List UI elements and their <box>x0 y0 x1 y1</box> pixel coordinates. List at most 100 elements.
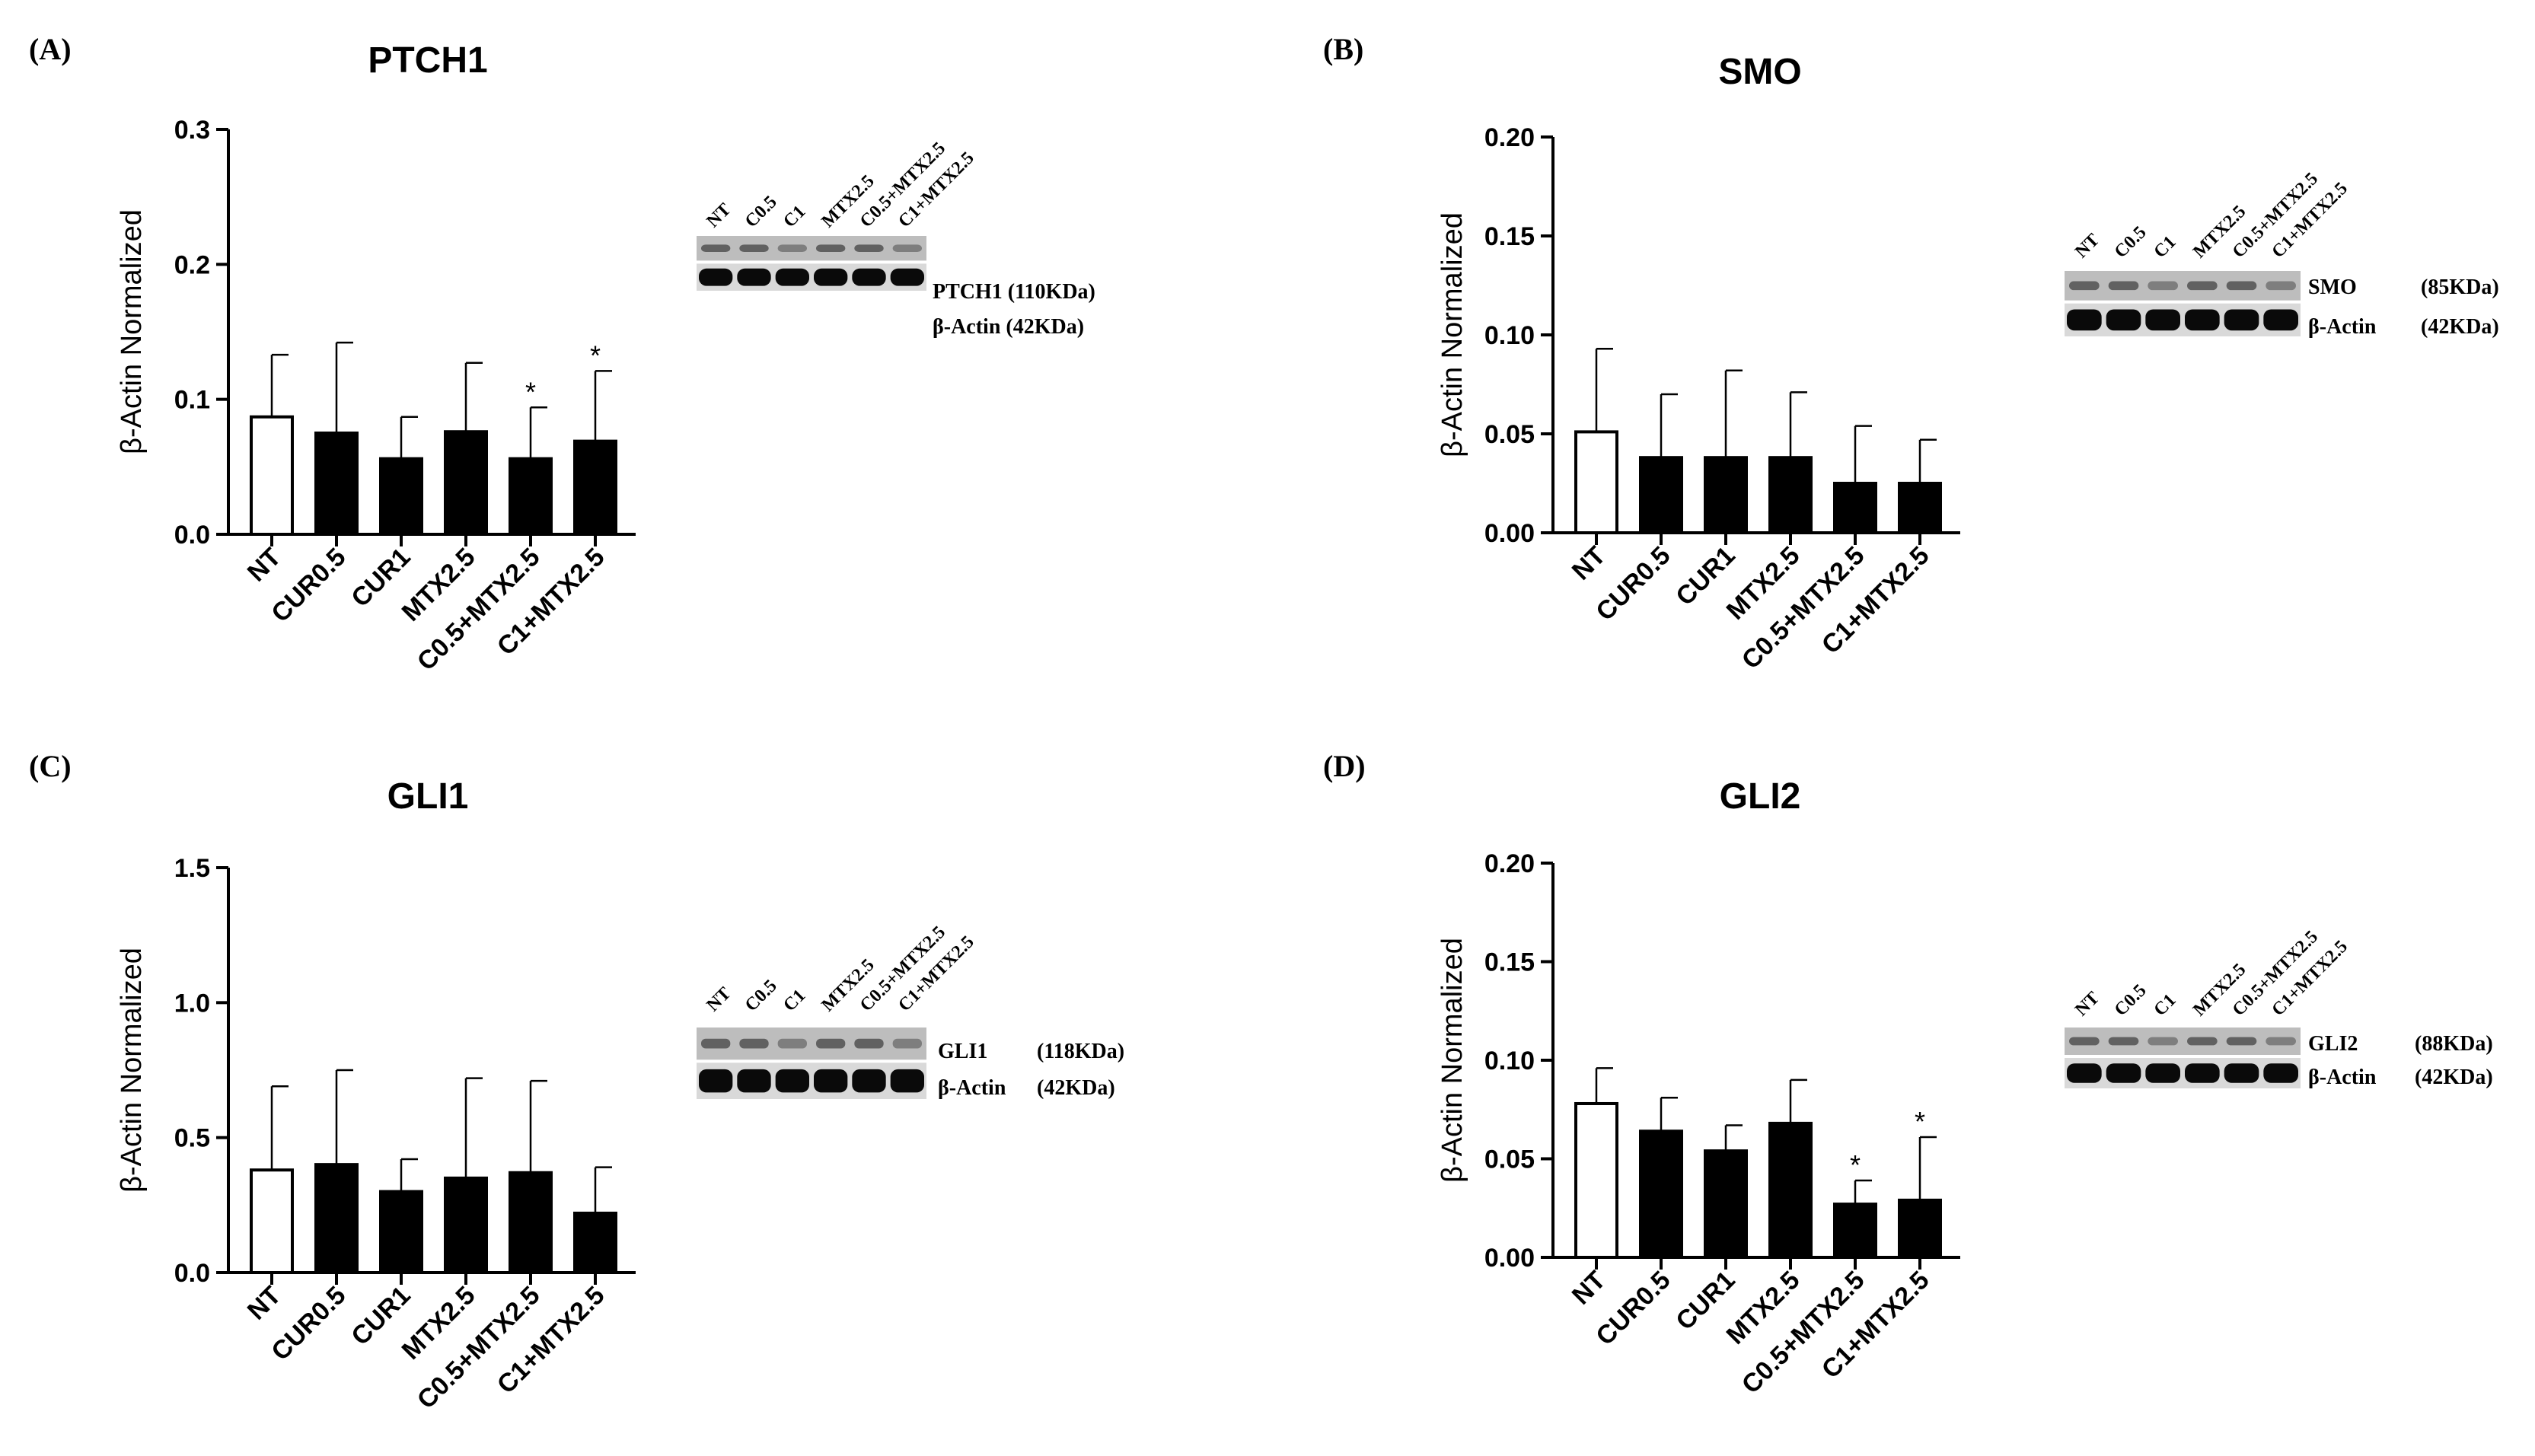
panel-letter: (A) <box>29 32 72 66</box>
y-tick-label: 0.20 <box>1484 123 1535 152</box>
bar <box>1898 482 1942 534</box>
blot-loading-band <box>699 268 733 286</box>
bar <box>314 432 359 536</box>
bar <box>1574 430 1618 535</box>
y-tick-label: 0.00 <box>1484 1244 1535 1273</box>
blot-target-band <box>854 244 884 253</box>
blot-lane-label: C1 <box>780 202 809 231</box>
y-tick-label: 0.1 <box>174 386 210 415</box>
blot-target-band <box>2226 1037 2257 1046</box>
blot-lane-label: NT <box>2071 988 2103 1020</box>
blot-target-band <box>2069 281 2100 291</box>
panel-a: (A) PTCH1 β-Actin Normalized 0.0 0.1 0.2 0.3 NT… <box>29 32 1095 677</box>
blot-loading-label: β-Actin <box>2308 1066 2377 1089</box>
blot-target-band <box>2069 1037 2100 1046</box>
panel-letter: (D) <box>1323 749 1366 783</box>
blot-loading-band <box>2067 1063 2102 1083</box>
blot-target-strip <box>2065 1027 2301 1055</box>
bar <box>1639 1129 1683 1259</box>
blot-loading-band <box>2185 309 2220 331</box>
blot-target-band <box>892 1038 922 1049</box>
blot-loading-band <box>737 268 771 286</box>
western-blot: NT C0.5C1 MTX2.5C0.5+MTX2.5C1+MTX2.5PTCH1 … <box>697 139 1095 339</box>
bar <box>1704 1149 1748 1260</box>
blot-target-band <box>2226 281 2257 291</box>
bar <box>444 1176 488 1275</box>
y-tick-label: 0.00 <box>1484 519 1535 548</box>
blot-target-band <box>854 1038 884 1049</box>
y-tick-label: 0.3 <box>174 116 210 145</box>
significance-mark: * <box>1915 1106 1925 1137</box>
blot-loading-band <box>2106 309 2141 331</box>
blot-target-band <box>777 1038 807 1049</box>
blot-target-strip <box>2065 271 2301 301</box>
blot-loading-band <box>890 268 924 286</box>
panel-d: (D) GLI2 β-Actin Normalized 0.00 0.05 0.10 0.1… <box>1323 749 2493 1400</box>
bar <box>1639 456 1683 535</box>
blot-lane-label: NT <box>703 199 735 231</box>
bar <box>1898 1198 1942 1260</box>
blot-loading-band <box>852 268 886 286</box>
blot-target-band <box>816 244 846 253</box>
blot-target-strip <box>697 1027 926 1060</box>
bar <box>573 1211 617 1275</box>
bar <box>509 1171 553 1274</box>
blot-target-label: SMO <box>2308 276 2357 299</box>
x-tick-label: NT <box>242 1281 287 1326</box>
blot-lane-label: C1 <box>2150 990 2179 1020</box>
blot-loading-band <box>2185 1063 2220 1083</box>
blot-loading-label: β-Actin (42KDa) <box>933 315 1084 339</box>
blot-loading-band <box>2145 1063 2180 1083</box>
bar <box>1768 1121 1813 1259</box>
y-axis-label: β-Actin Normalized <box>1436 212 1468 457</box>
y-tick-label: 0.10 <box>1484 321 1535 350</box>
y-tick-label: 0.15 <box>1484 222 1535 251</box>
y-tick-label: 0.0 <box>174 1259 210 1288</box>
bar <box>379 1190 423 1274</box>
blot-loading-strip <box>2065 1058 2301 1088</box>
x-tick-label: NT <box>1567 541 1612 586</box>
blot-loading-weight: (42KDa) <box>2415 1066 2493 1089</box>
blot-target-band <box>2108 281 2139 291</box>
blot-lane-label: C0.5 <box>741 192 781 231</box>
blot-target-weight: (88KDa) <box>2415 1032 2493 1056</box>
blot-target-band <box>701 1038 731 1049</box>
blot-loading-band <box>2263 309 2298 331</box>
y-tick-label: 0.05 <box>1484 420 1535 449</box>
bar <box>1704 456 1748 535</box>
significance-mark: * <box>590 339 601 371</box>
blot-loading-weight: (42KDa) <box>2421 315 2499 339</box>
blot-target-band <box>739 1038 769 1049</box>
chart-title: PTCH1 <box>368 40 487 81</box>
blot-loading-band <box>737 1069 771 1093</box>
blot-target-label: PTCH1 (110KDa) <box>933 280 1095 304</box>
significance-mark: * <box>1850 1149 1861 1180</box>
blot-loading-band <box>814 268 848 286</box>
chart-title: GLI1 <box>387 776 469 817</box>
y-tick-label: 0.0 <box>174 521 210 550</box>
y-tick-label: 0.15 <box>1484 948 1535 977</box>
blot-target-weight: (85KDa) <box>2421 276 2499 299</box>
blot-loading-band <box>2224 309 2259 331</box>
blot-target-band <box>701 244 731 253</box>
blot-target-band <box>2148 281 2178 291</box>
blot-lane-label: C0.5 <box>2111 980 2151 1020</box>
blot-loading-label: β-Actin <box>2308 315 2377 339</box>
blot-loading-band <box>775 1069 809 1093</box>
significance-mark: * <box>525 376 536 407</box>
blot-target-band <box>2187 1037 2218 1046</box>
blot-target-label: GLI2 <box>2308 1032 2358 1056</box>
y-axis-label: β-Actin Normalized <box>116 209 148 454</box>
blot-target-label: GLI1 <box>938 1040 987 1063</box>
blot-loading-band <box>2145 309 2180 331</box>
blot-target-band <box>2148 1037 2178 1046</box>
blot-target-band <box>2266 1037 2296 1046</box>
blot-loading-band <box>2106 1063 2141 1083</box>
bar <box>314 1163 359 1274</box>
y-tick-label: 0.10 <box>1484 1047 1535 1075</box>
blot-loading-strip <box>697 1063 926 1099</box>
blot-loading-band <box>2224 1063 2259 1083</box>
blot-target-band <box>2187 281 2218 291</box>
